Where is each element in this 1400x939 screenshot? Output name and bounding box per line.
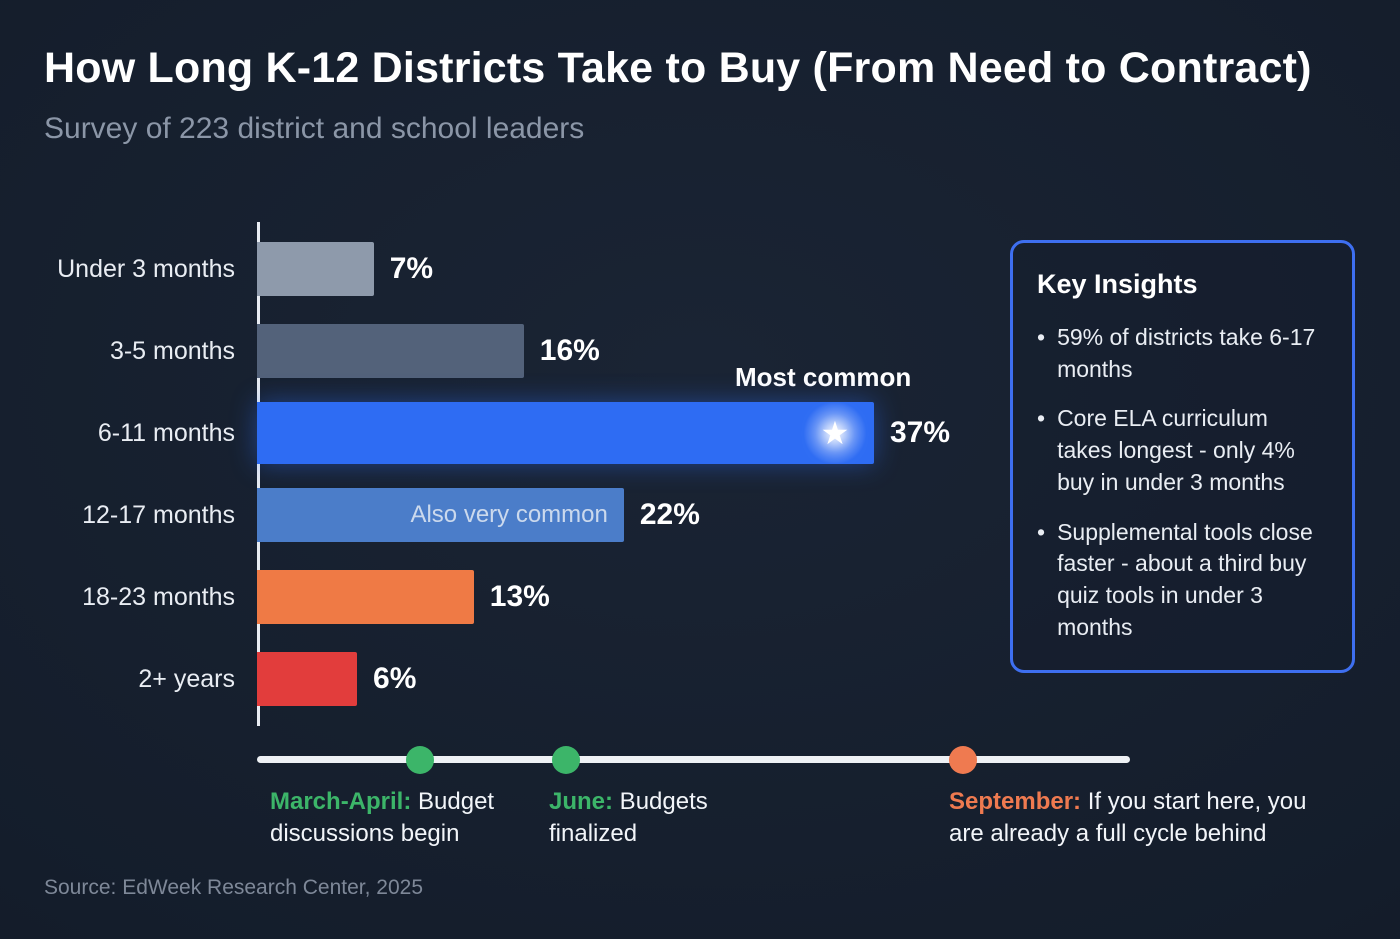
timeline-label-month: June:	[549, 788, 614, 815]
category-label: 2+ years	[138, 664, 235, 693]
key-insights-panel: Key Insights • 59% of districts take 6-1…	[1010, 240, 1355, 673]
bar-row: Under 3 months 7%	[0, 228, 990, 310]
bar-12-17-months: Also very common	[257, 488, 624, 542]
timeline	[257, 742, 1130, 778]
bar-row: 3-5 months 16%	[0, 310, 990, 392]
bullet-icon: •	[1037, 405, 1046, 432]
bar-track: 6%	[257, 652, 990, 706]
timeline-label-text: Budgets finalized	[549, 788, 708, 847]
star-icon: ★	[820, 415, 850, 451]
timeline-label-september: September: If you start here, you are al…	[949, 786, 1321, 850]
bar-row: 6-11 months Most common ★ 37%	[0, 362, 990, 474]
page-subtitle: Survey of 223 district and school leader…	[44, 112, 585, 145]
insight-text: Supplemental tools close faster - about …	[1057, 518, 1313, 640]
timeline-dot-june	[552, 746, 581, 774]
most-common-annotation: Most common	[735, 362, 912, 392]
value-label: 16%	[539, 334, 600, 367]
timeline-label-month: March-April:	[270, 788, 412, 815]
category-label: 18-23 months	[82, 582, 235, 611]
category-label: 12-17 months	[82, 500, 235, 529]
bar-row: 12-17 months Also very common 22%	[0, 474, 990, 556]
bar-chart: Under 3 months 7% 3-5 months 16% 6-11 mo…	[0, 222, 990, 726]
bar-track: 7%	[257, 242, 990, 296]
source-attribution: Source: EdWeek Research Center, 2025	[44, 876, 423, 899]
category-label: 6-11 months	[97, 418, 235, 447]
value-label: 7%	[389, 252, 434, 285]
timeline-label-june: June: Budgets finalized	[549, 786, 749, 850]
insight-text: Core ELA curriculum takes longest - only…	[1057, 405, 1295, 495]
bar-track: 16%	[257, 324, 990, 378]
bar-6-11-months: ★	[257, 402, 874, 464]
timeline-label-text: If you start here, you are already a ful…	[949, 788, 1307, 847]
timeline-dot-september	[949, 746, 978, 774]
page-title: How Long K-12 Districts Take to Buy (Fro…	[44, 44, 1312, 92]
bar-under-3-months	[257, 242, 374, 296]
value-label: 22%	[639, 498, 700, 531]
bar-2-plus-years	[257, 652, 358, 706]
star-glow: ★	[804, 402, 866, 464]
bar-3-5-months	[257, 324, 524, 378]
timeline-dot-march-april	[406, 746, 435, 774]
timeline-line	[257, 756, 1130, 763]
value-label: 13%	[489, 580, 550, 613]
bar-track: 13%	[257, 570, 990, 624]
bullet-icon: •	[1037, 518, 1046, 545]
timeline-label-month: September:	[949, 788, 1082, 815]
category-label: 3-5 months	[109, 336, 235, 365]
timeline-label-text: Budget discussions begin	[270, 788, 495, 847]
bullet-icon: •	[1037, 324, 1046, 350]
key-insights-title: Key Insights	[1037, 269, 1198, 299]
insight-item: • 59% of districts take 6-17 months	[1037, 322, 1328, 385]
bar-row: 2+ years 6%	[0, 638, 990, 720]
timeline-label-march-april: March-April: Budget discussions begin	[270, 786, 522, 850]
bar-track: Also very common 22%	[257, 488, 990, 542]
insight-item: • Core ELA curriculum takes longest - on…	[1037, 403, 1328, 498]
insight-item: • Supplemental tools close faster - abou…	[1037, 517, 1328, 644]
category-label: Under 3 months	[57, 254, 235, 283]
bar-row: 18-23 months 13%	[0, 556, 990, 638]
also-very-common-annotation: Also very common	[410, 501, 608, 528]
value-label: 37%	[890, 416, 951, 449]
bar-18-23-months	[257, 570, 474, 624]
bar-track: Most common ★ 37%	[257, 362, 990, 464]
value-label: 6%	[373, 662, 417, 695]
insight-text: 59% of districts take 6-17 months	[1057, 324, 1316, 382]
